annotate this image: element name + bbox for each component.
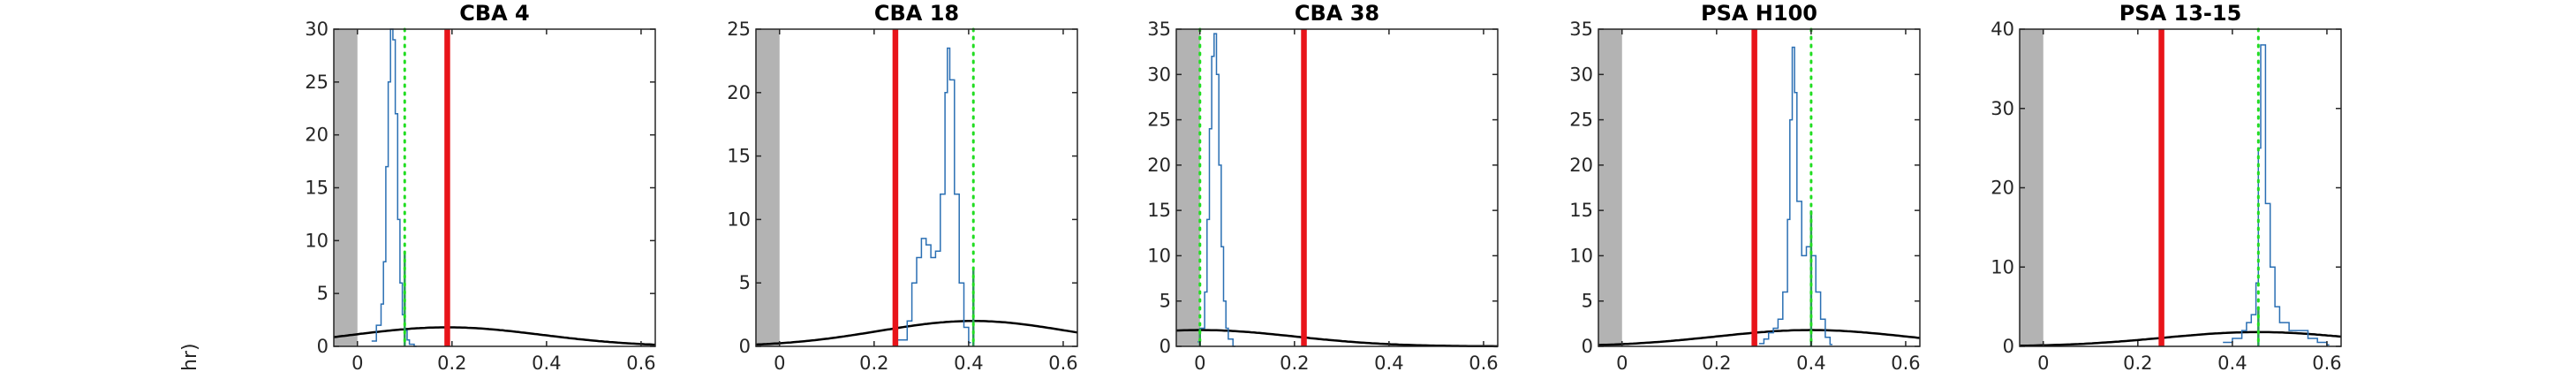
y-axis-label-fragment: hr) (179, 343, 201, 371)
x-tick-label: 0.4 (1796, 353, 1825, 374)
y-tick-label: 15 (727, 146, 751, 167)
y-tick-label: 25 (305, 72, 329, 93)
x-tick-label: 0.6 (1048, 353, 1077, 374)
y-tick-label: 30 (1147, 64, 1171, 85)
y-tick-label: 30 (1569, 64, 1593, 85)
x-tick-label: 0 (1616, 353, 1628, 374)
x-tick-label: 0.2 (437, 353, 466, 374)
shaded-region (1598, 29, 1622, 346)
x-tick-label: 0.4 (954, 353, 983, 374)
x-tick-label: 0.6 (2312, 353, 2341, 374)
y-tick-label: 20 (1991, 178, 2014, 199)
axes-box (2019, 28, 2342, 347)
y-tick-label: 5 (1160, 291, 1171, 312)
panel-title: PSA 13-15 (2119, 1, 2242, 26)
axes-box (1175, 28, 1499, 347)
y-tick-label: 25 (1569, 110, 1593, 131)
x-tick-label: 0.6 (1891, 353, 1920, 374)
panel-4: 0 0.2 0.4 0.6 0 5 10 15 20 25 30 35 PSA H100 (1569, 1, 1921, 374)
histogram-series (1759, 46, 1832, 345)
y-tick-label: 5 (739, 272, 751, 293)
x-tick-label: 0.2 (2123, 353, 2152, 374)
histogram-series (1197, 33, 1235, 347)
x-tick-label: 0 (774, 353, 785, 374)
y-tick-label: 25 (727, 19, 751, 40)
y-tick-label: 35 (1569, 19, 1593, 40)
panel-3: 0 0.2 0.4 0.6 0 5 10 15 20 25 30 35 CBA 38 (1147, 1, 1499, 374)
y-tick-label: 20 (305, 125, 329, 146)
y-tick-label: 0 (1582, 336, 1593, 357)
panel-2: 0 0.2 0.4 0.6 0 5 10 15 20 25 CBA 18 (727, 1, 1078, 374)
histogram-series (2223, 44, 2330, 345)
y-tick-label: 10 (1569, 245, 1593, 266)
panel-1: 0 0.2 0.4 0.6 0 5 10 15 20 25 30 CBA 4 (305, 1, 656, 374)
x-tick-label: 0 (1194, 353, 1205, 374)
panel-title: CBA 18 (874, 1, 959, 26)
panel-5: 0 0.2 0.4 0.6 0 10 20 30 40 PSA 13-15 (1991, 1, 2342, 374)
x-tick-label: 0.4 (1374, 353, 1403, 374)
y-tick-label: 10 (727, 209, 751, 230)
y-tick-label: 15 (1569, 200, 1593, 221)
panel-title: CBA 4 (459, 1, 530, 26)
y-tick-label: 40 (1991, 19, 2014, 40)
y-tick-label: 0 (317, 336, 329, 357)
y-tick-label: 20 (1147, 155, 1171, 176)
shaded-region (756, 29, 780, 346)
x-tick-label: 0.4 (2217, 353, 2247, 374)
y-tick-label: 10 (1991, 256, 2014, 277)
x-tick-label: 0 (2037, 353, 2049, 374)
x-tick-label: 0.4 (532, 353, 561, 374)
y-tick-label: 20 (1569, 155, 1593, 176)
y-tick-label: 15 (305, 178, 329, 199)
y-tick-label: 0 (2003, 336, 2014, 357)
panel-title: PSA H100 (1701, 1, 1817, 26)
normal-curve (1175, 329, 1498, 348)
shaded-region (1176, 29, 1200, 346)
x-tick-label: 0.6 (1469, 353, 1498, 374)
histogram-series (371, 28, 417, 347)
y-tick-label: 10 (1147, 245, 1171, 266)
normal-curve (755, 320, 1078, 346)
y-tick-label: 25 (1147, 110, 1171, 131)
x-tick-label: 0.2 (1280, 353, 1309, 374)
y-tick-label: 30 (305, 19, 329, 40)
normal-curve (333, 326, 656, 346)
y-tick-label: 15 (1147, 200, 1171, 221)
histogram-series (897, 47, 971, 344)
y-tick-label: 30 (1991, 98, 2014, 119)
y-tick-label: 5 (1582, 291, 1593, 312)
x-tick-label: 0.6 (626, 353, 655, 374)
panel-title: CBA 38 (1295, 1, 1379, 26)
y-tick-label: 35 (1147, 19, 1171, 40)
y-tick-label: 0 (1160, 336, 1171, 357)
axes-box (333, 28, 656, 347)
y-tick-label: 0 (739, 336, 751, 357)
y-tick-label: 5 (317, 283, 329, 304)
axes-box (755, 28, 1078, 347)
normal-curve (2020, 330, 2342, 347)
x-tick-label: 0.2 (1702, 353, 1731, 374)
x-tick-label: 0.2 (859, 353, 888, 374)
y-tick-label: 20 (727, 82, 751, 103)
x-tick-label: 0 (351, 353, 363, 374)
y-tick-label: 10 (305, 230, 329, 251)
axes-box (1598, 28, 1921, 347)
normal-curve (1598, 329, 1921, 346)
